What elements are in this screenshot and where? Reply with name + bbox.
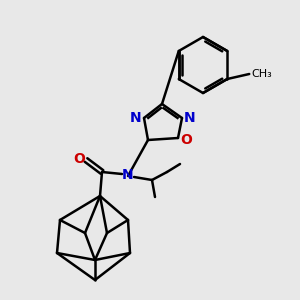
Text: O: O (73, 152, 85, 166)
Text: N: N (122, 168, 134, 182)
Text: N: N (184, 111, 196, 125)
Text: N: N (130, 111, 142, 125)
Text: CH₃: CH₃ (251, 69, 272, 79)
Text: O: O (180, 133, 192, 147)
